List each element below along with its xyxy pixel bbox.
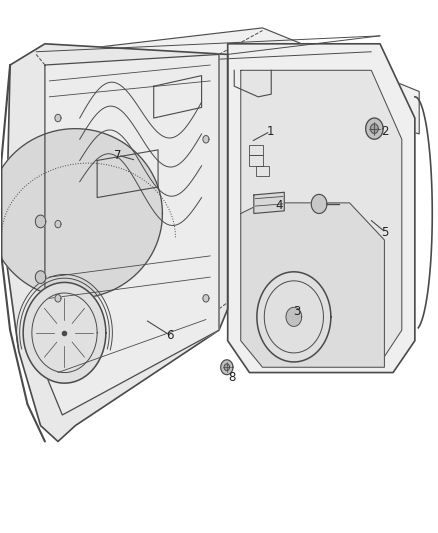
Polygon shape — [254, 192, 284, 214]
Text: 5: 5 — [381, 225, 389, 239]
Text: 3: 3 — [293, 305, 301, 318]
Polygon shape — [55, 295, 61, 302]
Polygon shape — [371, 124, 378, 133]
Text: 7: 7 — [114, 149, 122, 161]
Text: 1: 1 — [267, 125, 274, 138]
Polygon shape — [311, 195, 327, 214]
Polygon shape — [224, 364, 230, 370]
Text: 8: 8 — [228, 372, 236, 384]
Polygon shape — [55, 114, 61, 122]
Polygon shape — [6, 44, 228, 441]
Polygon shape — [257, 272, 331, 362]
Text: 4: 4 — [276, 199, 283, 212]
Polygon shape — [36, 28, 419, 134]
Text: 6: 6 — [166, 329, 174, 342]
Polygon shape — [55, 220, 61, 228]
Polygon shape — [35, 271, 46, 284]
Polygon shape — [228, 44, 415, 373]
Text: 2: 2 — [381, 125, 388, 138]
Polygon shape — [241, 203, 385, 367]
Polygon shape — [45, 54, 219, 415]
Bar — [256, 166, 269, 176]
Polygon shape — [221, 360, 233, 375]
Bar — [250, 155, 262, 166]
Polygon shape — [35, 215, 46, 228]
Polygon shape — [366, 118, 383, 139]
Polygon shape — [203, 135, 209, 143]
Polygon shape — [286, 308, 302, 326]
Bar — [250, 144, 262, 155]
Polygon shape — [203, 295, 209, 302]
Polygon shape — [241, 70, 402, 357]
Polygon shape — [0, 128, 162, 298]
Polygon shape — [23, 282, 106, 383]
